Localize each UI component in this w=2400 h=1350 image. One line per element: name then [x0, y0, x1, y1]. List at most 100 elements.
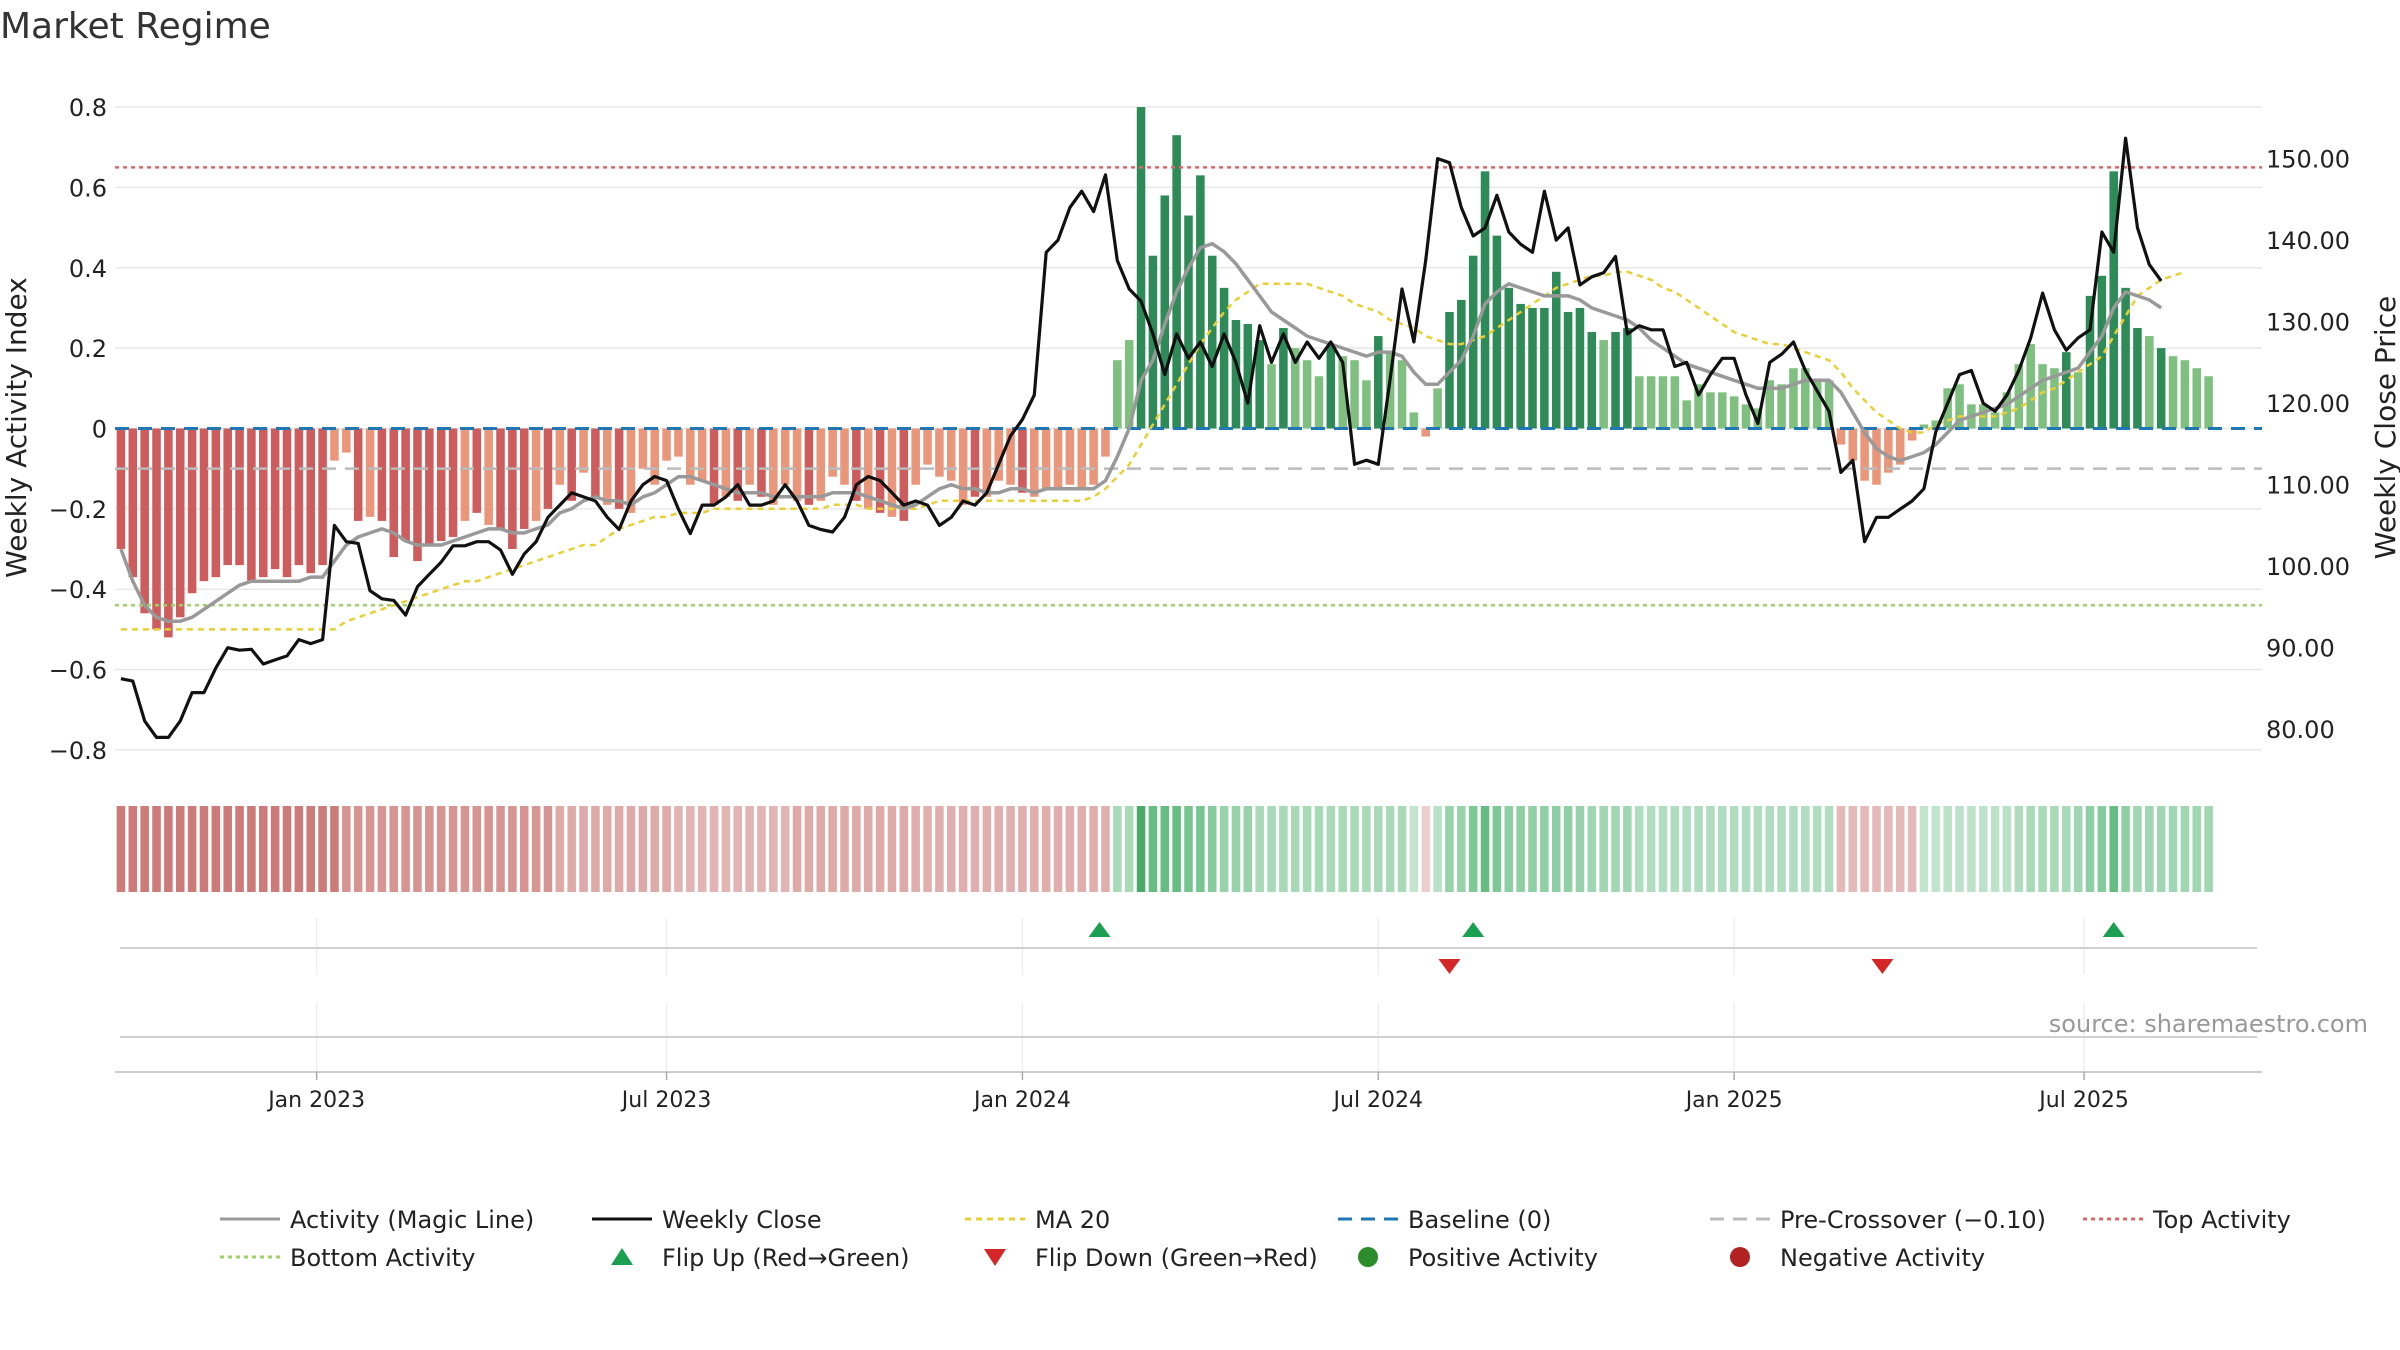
regime-cell: [1646, 806, 1656, 892]
activity-bar: [1468, 255, 1478, 429]
chart-title: Market Regime: [0, 6, 271, 47]
regime-cell: [1907, 806, 1917, 892]
activity-bar: [164, 428, 173, 638]
regime-cell: [2002, 806, 2012, 892]
regime-cell: [1492, 806, 1502, 892]
activity-bar: [2085, 295, 2095, 429]
regime-cell: [816, 806, 826, 892]
activity-bar: [994, 428, 1003, 481]
activity-bar: [175, 428, 185, 618]
activity-bar: [543, 428, 553, 509]
series-lines: [119, 136, 2186, 739]
activity-bar: [1350, 360, 1359, 429]
y-left-tick-label: −0.6: [49, 657, 107, 685]
regime-cell: [662, 806, 671, 892]
regime-cell: [1231, 806, 1241, 892]
activity-bar: [757, 428, 766, 497]
y-right-tick-label: 120.00: [2266, 390, 2350, 418]
activity-bar: [116, 428, 126, 550]
activity-bar: [780, 428, 790, 485]
regime-cell: [1670, 806, 1680, 892]
activity-bar: [1255, 340, 1264, 429]
regime-cell: [342, 806, 351, 892]
legend-swatch: [611, 1248, 633, 1265]
regime-cell: [1077, 806, 1087, 892]
activity-bar: [792, 428, 802, 501]
activity-bar: [1160, 195, 1170, 429]
activity-bar: [1611, 332, 1620, 429]
regime-cell: [1172, 806, 1181, 892]
regime-cell: [780, 806, 790, 892]
regime-cell: [887, 806, 897, 892]
activity-bar: [2002, 392, 2012, 429]
regime-cell: [353, 806, 363, 892]
regime-cell: [769, 806, 778, 892]
activity-bar: [199, 428, 209, 582]
activity-bar: [187, 428, 197, 594]
activity-bar: [1706, 392, 1715, 429]
regime-cell: [389, 806, 399, 892]
regime-cell: [1457, 806, 1466, 892]
activity-bars: [116, 107, 2213, 638]
regime-cell: [911, 806, 920, 892]
regime-cell: [1943, 806, 1952, 892]
regime-cell: [436, 806, 446, 892]
activity-bar: [1801, 368, 1810, 429]
regime-cell: [448, 806, 458, 892]
regime-cell: [1433, 806, 1442, 892]
activity-bar: [2121, 287, 2130, 429]
regime-cell: [1362, 806, 1371, 892]
regime-cell: [484, 806, 493, 892]
activity-bar: [935, 428, 944, 477]
activity-bar: [1836, 428, 1846, 445]
activity-bar: [745, 428, 754, 485]
regime-cell: [804, 806, 814, 892]
activity-bar: [1492, 235, 1502, 429]
activity-bar: [1634, 376, 1644, 429]
regime-cell: [1777, 806, 1786, 892]
regime-cell: [2204, 806, 2213, 892]
activity-bar: [852, 428, 861, 501]
x-axis: Jan 2023 Jul 2023 Jan 2024 Jul 2024 Jan 2025…: [115, 1071, 2262, 1113]
regime-cell: [1540, 806, 1549, 892]
activity-bar: [1326, 344, 1336, 429]
activity-bar: [946, 428, 956, 481]
regime-cell: [1919, 806, 1929, 892]
y-left-tick-label: 0.8: [69, 94, 107, 122]
activity-bar: [733, 428, 743, 501]
activity-bar: [259, 428, 268, 578]
regime-cell: [686, 806, 695, 892]
regime-cell: [235, 806, 244, 892]
regime-cell: [2133, 806, 2142, 892]
activity-bar: [816, 428, 826, 501]
regime-cell: [1682, 806, 1691, 892]
y-left-tick-label: 0.2: [69, 335, 107, 363]
regime-cell: [935, 806, 944, 892]
activity-bar: [1302, 360, 1312, 429]
activity-bar: [2109, 171, 2118, 429]
regime-cell: [1290, 806, 1300, 892]
activity-bar: [330, 428, 339, 461]
magic-line: [119, 241, 2163, 624]
activity-bar: [2073, 372, 2083, 429]
flip-up-marker: [1088, 922, 1111, 937]
activity-bar: [1279, 328, 1288, 429]
legend-label: Weekly Close: [662, 1206, 822, 1234]
regime-cell: [1741, 806, 1751, 892]
activity-bar: [1729, 396, 1739, 429]
weekly-close-line: [120, 136, 2163, 739]
regime-cell: [1385, 806, 1395, 892]
y-left-tick-label: 0: [92, 415, 107, 443]
regime-cell: [1694, 806, 1703, 892]
activity-bar: [721, 428, 731, 497]
activity-bar: [1658, 376, 1668, 429]
regime-cell: [863, 806, 873, 892]
activity-bar: [448, 428, 458, 537]
regime-cell: [1516, 806, 1525, 892]
y-right-tick-label: 150.00: [2266, 146, 2350, 174]
y-right-axis-label: Weekly Close Price: [2369, 296, 2400, 559]
activity-bar: [1860, 428, 1869, 481]
regime-cell: [496, 806, 505, 892]
x-tick-label: Jul 2025: [2037, 1088, 2129, 1113]
